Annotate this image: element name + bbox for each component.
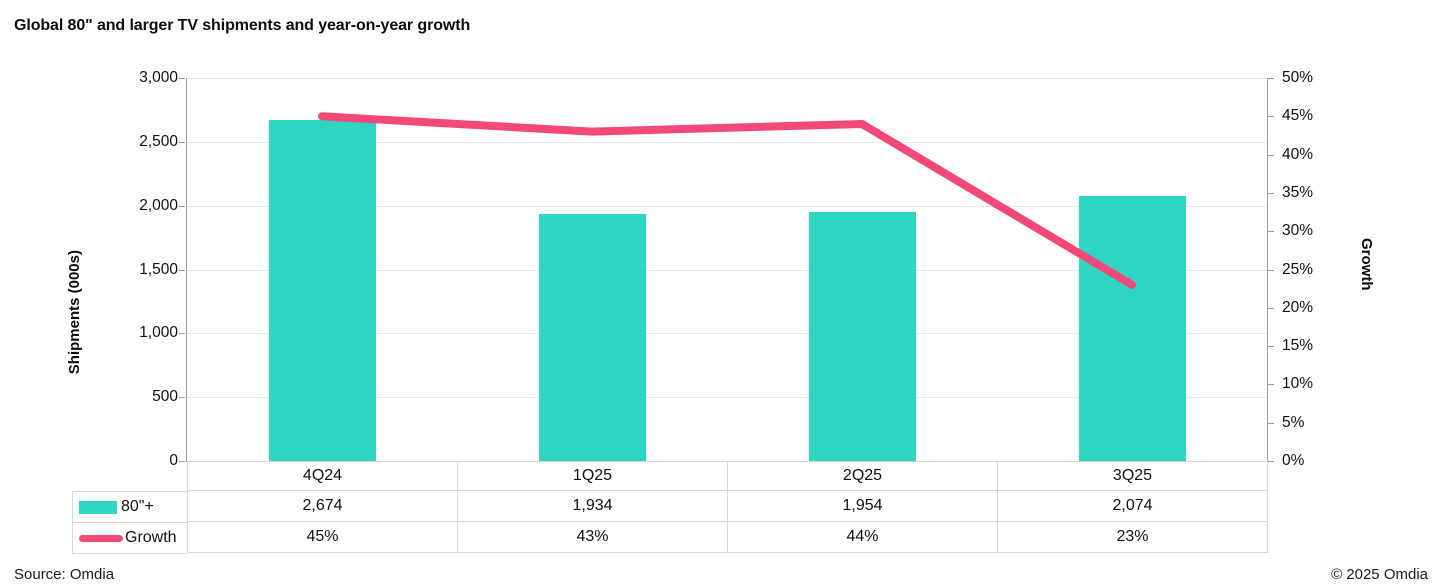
table-cell: 1,954 xyxy=(727,491,997,522)
right-axis-tick-mark xyxy=(1268,384,1274,386)
right-axis-line xyxy=(1267,78,1268,462)
right-axis-tick-mark xyxy=(1268,269,1274,271)
gridline xyxy=(187,269,1267,271)
left-axis-tick-label: 2,500 xyxy=(139,132,178,150)
right-axis-tick-mark xyxy=(1268,78,1274,79)
gridline xyxy=(187,397,1267,399)
right-axis-title: Growth xyxy=(1358,238,1375,291)
table-cell: 1,934 xyxy=(457,491,727,522)
category-cell: 4Q24 xyxy=(187,462,457,491)
legend-item: 80"+ xyxy=(73,492,187,523)
left-axis-tick-mark xyxy=(179,269,185,271)
gridline xyxy=(187,78,1267,79)
legend-label: 80"+ xyxy=(121,498,154,515)
table-cell: 43% xyxy=(457,522,727,553)
bar-1Q25 xyxy=(538,214,646,461)
legend-item: Growth xyxy=(73,523,187,554)
line-legend-key-icon xyxy=(79,534,123,542)
left-axis-tick-label: 500 xyxy=(152,388,178,406)
left-axis-line xyxy=(186,78,187,462)
right-axis-tick-mark xyxy=(1268,154,1274,156)
right-axis-tick-mark xyxy=(1268,346,1274,348)
right-axis-tick-label: 0% xyxy=(1282,452,1305,469)
source-note: Source: Omdia xyxy=(14,566,115,583)
right-axis-tick-label: 30% xyxy=(1282,222,1314,240)
table-cell: 44% xyxy=(727,522,997,553)
right-axis-tick-mark xyxy=(1268,307,1274,309)
right-axis-tick-label: 45% xyxy=(1282,107,1314,125)
table-cell: 23% xyxy=(997,522,1267,553)
right-axis-tick-label: 50% xyxy=(1282,69,1314,86)
table-cell: 45% xyxy=(187,522,457,553)
legend-label: Growth xyxy=(125,529,177,546)
data-table-legend-column: 80"+ Growth xyxy=(72,491,187,554)
copyright-note: © 2025 Omdia xyxy=(1331,566,1428,583)
left-axis-tick-mark xyxy=(179,333,185,335)
category-cell: 3Q25 xyxy=(997,462,1267,491)
right-axis-tick-label: 40% xyxy=(1282,145,1314,163)
right-axis-tick-mark xyxy=(1268,461,1274,462)
growth-line xyxy=(318,112,1136,289)
right-axis-tick-mark xyxy=(1268,231,1274,233)
bar-3Q25 xyxy=(1078,196,1186,461)
left-axis-tick-mark xyxy=(179,205,185,207)
left-axis-tick-mark xyxy=(179,78,185,79)
right-axis-tick-label: 10% xyxy=(1282,375,1314,393)
left-axis-tick-mark xyxy=(179,461,185,462)
left-axis-tick-label: 0 xyxy=(169,452,178,469)
category-cell: 2Q25 xyxy=(727,462,997,491)
bar-legend-key-icon xyxy=(79,500,117,514)
right-axis-tick-label: 5% xyxy=(1282,413,1305,431)
right-axis-tick-label: 25% xyxy=(1282,260,1314,278)
left-axis-tick-label: 1,500 xyxy=(139,260,178,278)
right-axis-tick-label: 20% xyxy=(1282,298,1314,316)
right-axis-tick-label: 35% xyxy=(1282,183,1314,201)
data-table-category-row: 4Q24 1Q25 2Q25 3Q25 xyxy=(187,461,1268,491)
right-axis-tick-mark xyxy=(1268,192,1274,194)
table-cell: 2,074 xyxy=(997,491,1267,522)
bar-4Q24 xyxy=(268,119,376,461)
left-axis-tick-mark xyxy=(179,397,185,399)
right-axis-tick-mark xyxy=(1268,422,1274,424)
bar-2Q25 xyxy=(808,211,916,461)
growth-line-series xyxy=(318,112,1136,289)
table-row: 2,674 1,934 1,954 2,074 xyxy=(187,491,1267,522)
table-cell: 2,674 xyxy=(187,491,457,522)
right-axis-tick-mark xyxy=(1268,116,1274,118)
data-table-value-rows: 2,674 1,934 1,954 2,074 45% 43% 44% 23% xyxy=(187,491,1268,553)
left-axis-tick-label: 1,000 xyxy=(139,324,178,342)
gridline xyxy=(187,141,1267,143)
plot-area xyxy=(179,78,1274,462)
left-axis-title: Shipments (000s) xyxy=(66,250,83,375)
table-row: 45% 43% 44% 23% xyxy=(187,522,1267,553)
chart-title: Global 80" and larger TV shipments and y… xyxy=(14,17,471,34)
left-axis-tick-label: 2,000 xyxy=(139,196,178,214)
left-axis-tick-mark xyxy=(179,141,185,143)
gridline xyxy=(187,333,1267,335)
left-axis-tick-label: 3,000 xyxy=(139,69,178,86)
right-axis-tick-label: 15% xyxy=(1282,337,1314,355)
gridline xyxy=(187,205,1267,207)
category-cell: 1Q25 xyxy=(457,462,727,491)
